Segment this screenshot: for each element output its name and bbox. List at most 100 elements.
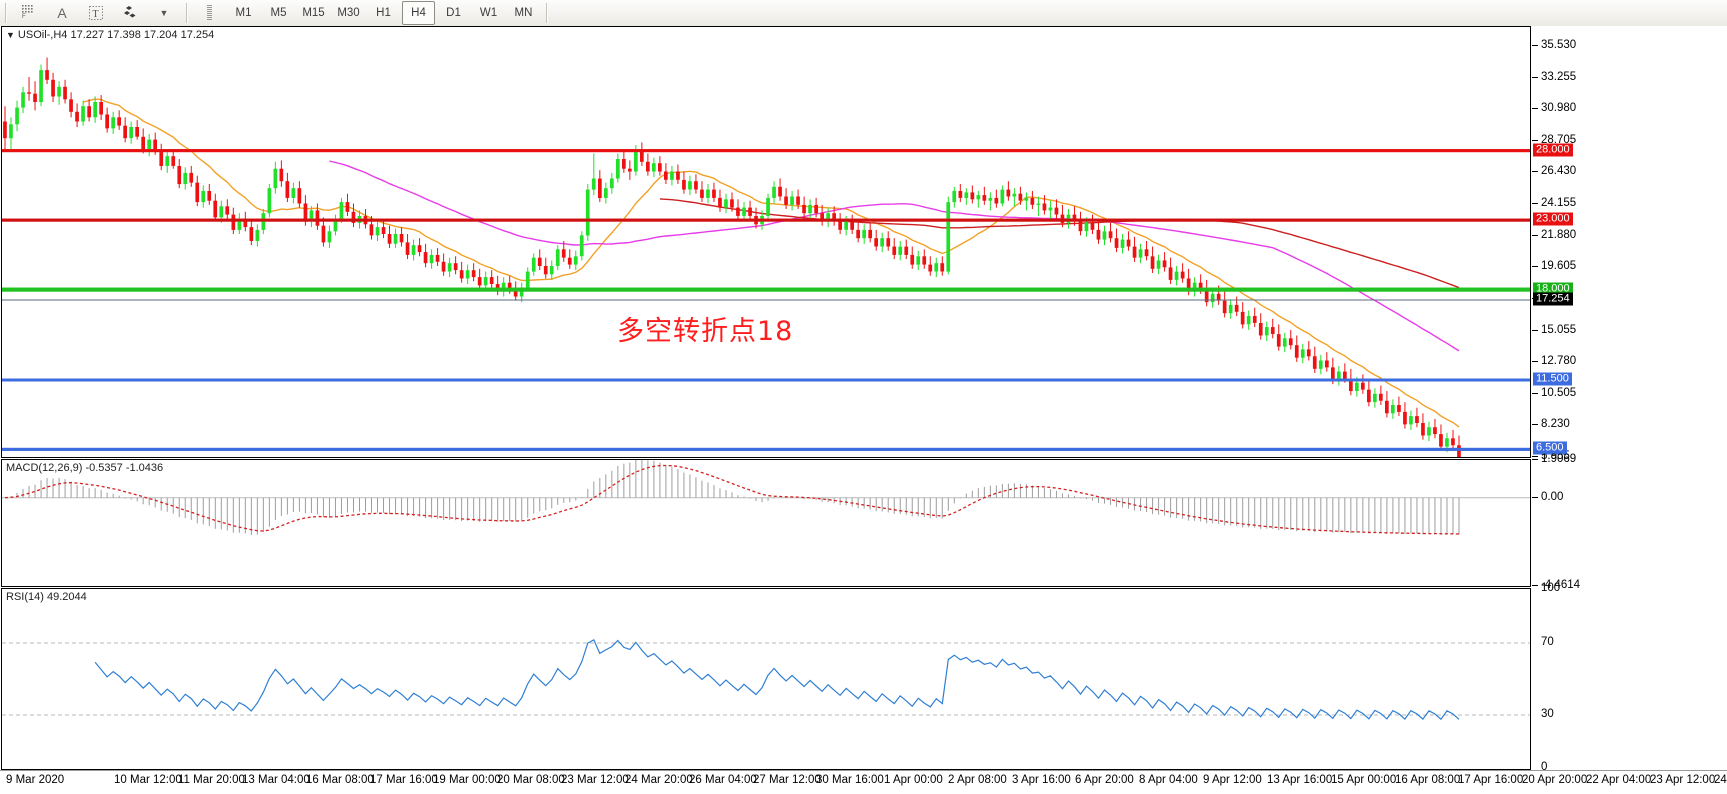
candle-body: [1451, 438, 1455, 446]
timeframe-m5[interactable]: M5: [270, 7, 287, 19]
timeframe-h1[interactable]: H1: [376, 7, 391, 19]
candle-body: [339, 202, 344, 219]
candle-body: [796, 196, 800, 205]
objects-icon[interactable]: [114, 1, 146, 25]
candle-body: [153, 139, 157, 153]
time-axis-label: 20 Mar 08:00: [497, 774, 565, 786]
rsi-pane[interactable]: RSI(14) 49.2044: [1, 588, 1531, 770]
candle-body: [946, 202, 951, 272]
candle-body: [832, 213, 836, 222]
macd-pane[interactable]: MACD(12,26,9) -0.5357 -1.0436: [1, 459, 1531, 587]
price-tick-label: 15.055: [1541, 323, 1577, 336]
timeframe-m30[interactable]: M30: [337, 7, 360, 19]
candle-body: [471, 270, 476, 278]
candle-body: [561, 249, 566, 258]
time-axis-label: 23 Apr 12:00: [1650, 774, 1716, 786]
candle-body: [1102, 231, 1107, 240]
candle-body: [321, 225, 326, 243]
crosshair-icon[interactable]: F: [12, 1, 44, 25]
candle-body: [1072, 214, 1077, 222]
candle-body: [958, 191, 963, 198]
candle-body: [459, 270, 464, 279]
level-11500-chip[interactable]: 11.500: [1533, 372, 1572, 386]
rsi-label: RSI(14) 49.2044: [6, 591, 87, 603]
timeframe-m1[interactable]: M1: [235, 7, 252, 19]
candle-body: [1294, 345, 1299, 358]
time-axis-label: 22 Apr 04:00: [1586, 774, 1652, 786]
chart-area[interactable]: ▼ USOil-,H4 17.227 17.398 17.204 17.254 多…: [0, 26, 1727, 794]
symbol-dropdown-icon[interactable]: ▼: [6, 30, 15, 40]
candle-body: [670, 171, 674, 180]
candle-body: [279, 168, 284, 182]
candle-body: [622, 159, 626, 169]
time-axis-label: 17 Mar 16:00: [370, 774, 438, 786]
symbol-header[interactable]: ▼ USOil-,H4 17.227 17.398 17.204 17.254: [6, 29, 214, 41]
level-6500-chip[interactable]: 6.500: [1533, 441, 1567, 455]
candle-body: [105, 114, 109, 129]
candle-body: [934, 263, 939, 272]
time-axis-label: 6 Apr 20:00: [1075, 774, 1134, 786]
dropdown-arrow-icon[interactable]: ▼: [159, 7, 169, 18]
candle-body: [778, 186, 782, 197]
candle-body: [417, 245, 422, 253]
price-tick-label: 10.505: [1541, 386, 1577, 399]
candle-body: [423, 252, 428, 264]
price-tick: [1532, 203, 1538, 205]
time-axis-label: 13 Apr 16:00: [1267, 774, 1333, 786]
candle-body: [1391, 405, 1395, 414]
candle-body: [1373, 393, 1377, 403]
time-axis-label: 3 Apr 16:00: [1012, 774, 1071, 786]
candle-body: [718, 197, 722, 208]
time-axis-label: 11 Mar 20:00: [178, 774, 245, 786]
macd-histogram: [10, 460, 1460, 536]
candle-body: [501, 282, 506, 291]
timeframe-m15[interactable]: M15: [302, 7, 325, 19]
candle-body: [970, 192, 975, 200]
time-scale[interactable]: 9 Mar 2020 10 Mar 12:00 11 Mar 20:00 13 Mar…: [0, 770, 1727, 794]
candle-body: [1120, 239, 1125, 248]
last-price-chip[interactable]: 17.254: [1533, 292, 1573, 306]
candle-body: [1300, 349, 1305, 358]
time-axis-label: 1 Apr 00:00: [884, 774, 943, 786]
level-28-chip[interactable]: 28.000: [1533, 143, 1573, 157]
candle-body: [712, 189, 716, 198]
candle-body: [676, 171, 680, 180]
candle-body: [411, 245, 416, 255]
candle-body: [81, 106, 85, 122]
timeframe-mn[interactable]: MN: [514, 7, 533, 19]
candle-body: [652, 163, 656, 172]
candle-body: [1042, 203, 1047, 211]
candle-body: [57, 86, 61, 97]
candle-body: [1096, 229, 1101, 240]
toolbar-separator-1: [186, 3, 187, 23]
timeframe-d1[interactable]: D1: [446, 7, 461, 19]
text-box-icon[interactable]: T: [80, 1, 112, 25]
candle-body: [808, 204, 812, 214]
level-23-chip[interactable]: 23.000: [1533, 212, 1573, 226]
candle-body: [1270, 327, 1275, 334]
candle-body: [598, 178, 602, 198]
price-tick: [1532, 361, 1538, 363]
candle-body: [1252, 316, 1257, 323]
candle-body: [730, 199, 734, 208]
timeframe-w1[interactable]: W1: [479, 7, 498, 19]
text-label-icon[interactable]: A: [57, 5, 67, 21]
candle-body: [1409, 416, 1413, 425]
svg-text:T: T: [93, 9, 99, 20]
level-18-chip[interactable]: 18.000: [1533, 282, 1573, 296]
timeframe-h4[interactable]: H4: [402, 1, 435, 25]
macd-tick-label: 0.00: [1541, 490, 1564, 503]
price-pane[interactable]: ▼ USOil-,H4 17.227 17.398 17.204 17.254 多…: [1, 26, 1531, 458]
rsi-plot: [2, 638, 1530, 721]
price-scale[interactable]: 35.530 33.255 30.980 28.705 26.430 24.155 21.8…: [1532, 26, 1727, 773]
candle-body: [1457, 445, 1461, 457]
candle-body: [591, 178, 596, 190]
price-tick-label: 30.980: [1541, 102, 1577, 115]
candle-body: [1234, 304, 1239, 312]
candle-body: [910, 254, 915, 265]
time-axis-label: 24 Apr 20:00: [1714, 774, 1727, 786]
svg-text:F: F: [22, 14, 26, 19]
candle-body: [1204, 289, 1209, 303]
candle-body: [525, 271, 530, 289]
ma-red: [659, 198, 1460, 289]
